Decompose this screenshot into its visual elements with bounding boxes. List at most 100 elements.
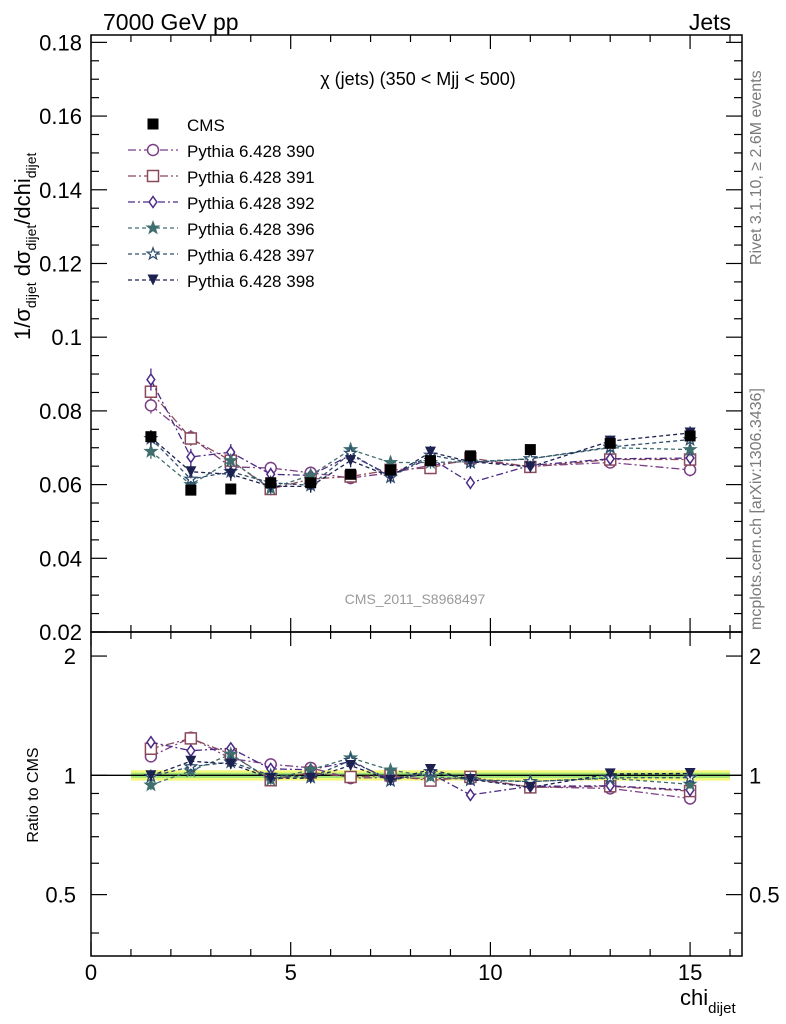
header-process-label: Jets	[689, 9, 731, 35]
data-marker	[145, 770, 157, 782]
data-marker	[146, 143, 160, 157]
data-marker	[305, 772, 317, 784]
series-6	[145, 426, 696, 793]
data-marker	[385, 464, 397, 476]
data-marker	[146, 169, 160, 183]
data-marker	[148, 195, 158, 209]
ratio-tick-label: 2	[64, 644, 76, 669]
analysis-watermark: CMS_2011_S8968497	[345, 591, 486, 607]
x-tick-label: 10	[478, 960, 502, 985]
data-marker	[143, 777, 159, 792]
y-tick-label: 0.06	[39, 473, 82, 498]
data-marker	[605, 451, 615, 466]
series-ratio-line	[150, 741, 691, 796]
y-axis-label: 1/σdijet dσdijet/dchidijet	[10, 152, 39, 340]
y-tick-label: 0.02	[39, 620, 82, 645]
data-marker	[223, 452, 239, 468]
data-marker	[345, 455, 357, 467]
data-marker	[685, 451, 695, 465]
data-marker	[146, 372, 156, 387]
ratio-tick-label-right: 1	[749, 763, 761, 788]
cms-data	[145, 430, 696, 496]
x-tick-label: 5	[285, 960, 297, 985]
data-marker	[524, 444, 536, 456]
data-marker	[465, 788, 476, 802]
header-energy-label: 7000 GeV pp	[103, 9, 239, 35]
legend-entry-cms: CMS	[147, 116, 225, 135]
series-layer	[143, 368, 698, 805]
data-marker	[524, 461, 536, 473]
legend-label: CMS	[187, 116, 225, 135]
data-marker	[186, 450, 196, 464]
data-marker	[147, 118, 159, 130]
data-marker	[464, 773, 476, 785]
series-ratio-line	[150, 737, 691, 792]
rivet-version-label: Rivet 3.1.10, ≥ 2.6M events	[748, 70, 765, 265]
data-marker	[186, 743, 196, 758]
ratio-plot-frame	[90, 631, 743, 957]
series-3	[146, 368, 695, 802]
legend-entry-4: Pythia 6.428 396	[128, 220, 315, 239]
data-marker	[604, 768, 616, 780]
legend-label: Pythia 6.428 390	[187, 142, 315, 161]
data-marker	[225, 758, 237, 770]
data-marker	[185, 484, 197, 496]
data-marker	[147, 274, 159, 286]
data-marker	[184, 732, 198, 745]
y-tick-label: 0.18	[39, 30, 82, 55]
legend-label: Pythia 6.428 396	[187, 220, 315, 239]
ratio-tick-label-right: 0.5	[749, 883, 780, 908]
data-marker	[684, 767, 696, 779]
data-marker	[265, 772, 277, 784]
data-marker	[682, 776, 698, 791]
data-marker	[144, 399, 158, 412]
x-axis-label: chidijet	[680, 985, 736, 1017]
data-marker	[143, 443, 159, 458]
data-marker	[145, 246, 161, 261]
data-marker	[345, 759, 357, 771]
data-marker	[225, 483, 237, 495]
series-line	[150, 404, 691, 479]
x-tick-label: 0	[85, 960, 97, 985]
data-marker	[145, 220, 161, 235]
y-tick-label: 0.08	[39, 399, 82, 424]
series-line	[150, 391, 691, 490]
data-marker	[465, 475, 476, 490]
data-marker	[424, 446, 436, 458]
plot-title: χ (jets) (350 < Mjj < 500)	[320, 69, 516, 89]
data-marker	[183, 471, 199, 486]
data-marker	[522, 450, 538, 466]
mcplots-label: mcplots.cern.ch [arXiv:1306.3436]	[748, 388, 765, 630]
data-marker	[146, 735, 156, 750]
data-marker	[344, 770, 357, 784]
legend: CMS Pythia 6.428 390 Pythia 6.428 391 Pythi…	[128, 116, 315, 291]
ratio-y-axis-label: Ratio to CMS	[25, 747, 42, 842]
data-marker	[184, 432, 198, 445]
y-tick-label: 0.12	[39, 251, 82, 276]
data-marker	[424, 763, 436, 775]
legend-label: Pythia 6.428 398	[187, 272, 315, 291]
axis-ticks: 0 5 10 15 0.02 0.04 0.06 0.08 0.1 0.12 0.14 0.16 0.1…	[39, 30, 779, 985]
ratio-tick-label: 1	[64, 763, 76, 788]
y-tick-label: 0.1	[51, 325, 82, 350]
data-marker	[305, 477, 317, 489]
data-marker	[225, 468, 237, 480]
ratio-tick-label-right: 2	[749, 644, 761, 669]
legend-label: Pythia 6.428 397	[187, 246, 315, 265]
data-marker	[422, 768, 439, 784]
data-marker	[185, 466, 197, 478]
data-marker	[604, 437, 616, 449]
series-line	[150, 432, 691, 488]
legend-entry-3: Pythia 6.428 392	[128, 194, 315, 213]
data-marker	[605, 778, 615, 793]
y-tick-label: 0.04	[39, 546, 82, 571]
y-tick-label: 0.14	[39, 178, 82, 203]
legend-entry-6: Pythia 6.428 398	[128, 272, 315, 291]
data-marker	[464, 450, 476, 462]
series-ratio-line	[150, 759, 691, 783]
legend-label: Pythia 6.428 392	[187, 194, 315, 213]
data-marker	[382, 762, 399, 777]
ratio-tick-label: 0.5	[45, 883, 76, 908]
legend-label: Pythia 6.428 391	[187, 168, 315, 187]
